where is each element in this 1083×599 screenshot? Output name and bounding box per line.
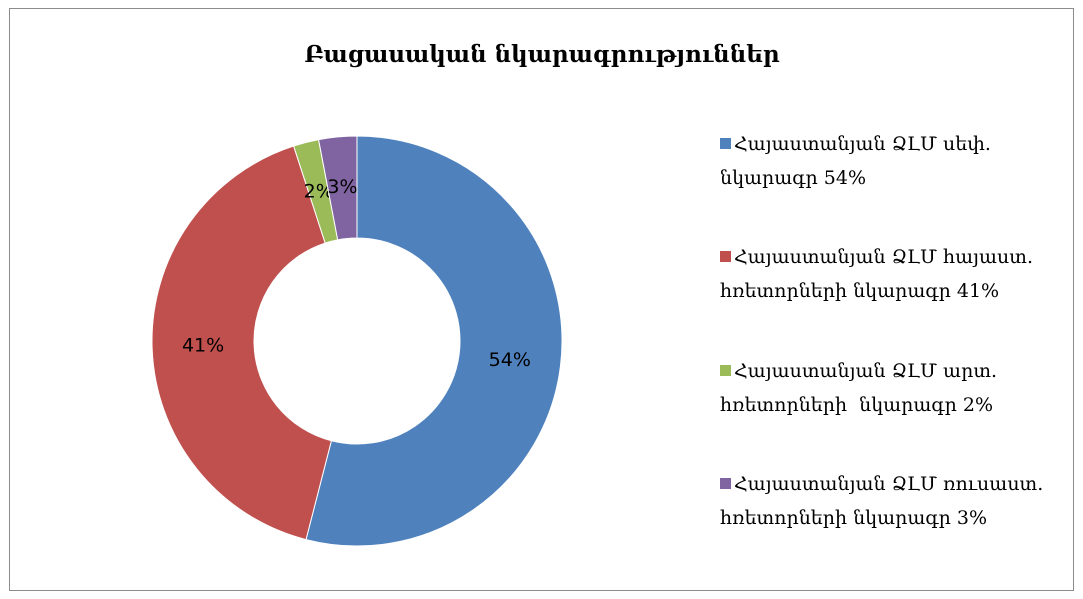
legend-swatch <box>720 365 731 376</box>
legend-item: Հայաստանյան ՁԼՄ հայաստ. հռետորների նկարա… <box>720 240 1065 308</box>
legend-swatch <box>720 251 731 262</box>
data-label: 3% <box>327 176 357 198</box>
donut-segment <box>318 135 358 241</box>
legend-label: Հայաստանյան ՁԼՄ արտ. հռետորների նկարագր … <box>720 360 1004 416</box>
chart-title: Բացասական նկարագրություններ <box>304 41 780 68</box>
legend-item: Հայաստանյան ՁԼՄ արտ. հռետորների նկարագր … <box>720 354 1065 422</box>
data-label: 41% <box>182 334 224 356</box>
legend-label: Հայաստանյան ՁԼՄ սեփ. նկարագր 54% <box>720 133 997 189</box>
data-label: 54% <box>489 349 531 371</box>
legend-swatch <box>720 478 731 489</box>
donut-segment <box>151 145 332 541</box>
legend-item: Հայաստանյան ՁԼՄ ռուսաստ. հռետորների նկար… <box>720 467 1065 535</box>
chart-border <box>9 8 1074 591</box>
legend-swatch <box>720 138 731 149</box>
legend-label: Հայաստանյան ՁԼՄ ռուսաստ. հռետորների նկար… <box>720 473 1050 529</box>
legend-label: Հայաստանյան ՁԼՄ հայաստ. հռետորների նկարա… <box>720 246 1040 302</box>
legend-item: Հայաստանյան ՁԼՄ սեփ. նկարագր 54% <box>720 127 1065 195</box>
donut-segment <box>305 135 563 547</box>
data-label: 2% <box>304 180 334 202</box>
